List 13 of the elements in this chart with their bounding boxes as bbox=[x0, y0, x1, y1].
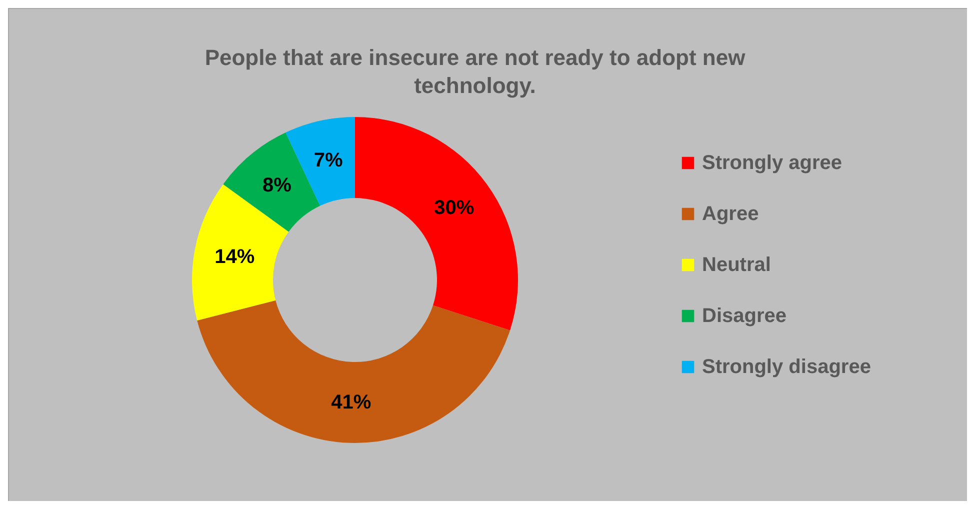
chart-title: People that are insecure are not ready to adopt new technology. bbox=[204, 45, 746, 98]
donut-slice bbox=[197, 300, 510, 443]
legend-label: Strongly disagree bbox=[702, 356, 871, 378]
legend-label: Agree bbox=[702, 203, 759, 225]
data-label: 8% bbox=[262, 174, 292, 197]
donut-slice bbox=[355, 117, 518, 330]
data-label: 14% bbox=[214, 246, 255, 268]
legend-label: Disagree bbox=[702, 305, 786, 327]
legend-label: Strongly agree bbox=[702, 152, 842, 174]
legend-label: Neutral bbox=[702, 254, 771, 276]
data-label: 7% bbox=[314, 149, 343, 172]
data-label: 30% bbox=[434, 196, 474, 219]
data-label: 41% bbox=[331, 391, 372, 414]
